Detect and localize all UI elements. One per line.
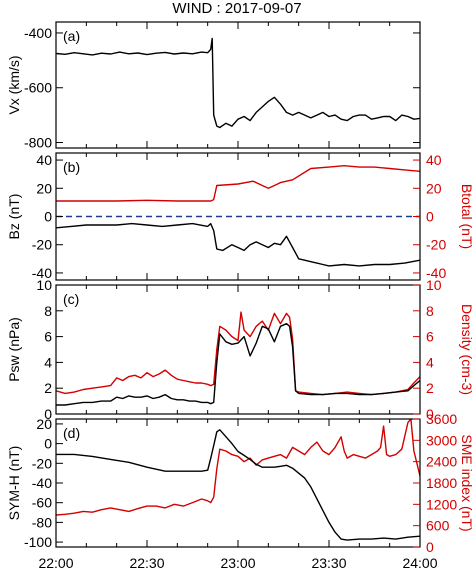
series-line-psw xyxy=(56,323,420,406)
y-tick-label: 2 xyxy=(44,380,52,396)
y2-tick-label: 1800 xyxy=(426,475,457,491)
x-tick-label: 22:00 xyxy=(38,555,73,571)
y-axis-title: Bz (nT) xyxy=(6,194,22,240)
panel-b: 40 20 0 -20 -40 40 20 0 -20 -40 (b) Bz (nT) Btotal (… xyxy=(6,152,474,281)
panel-label: (d) xyxy=(63,425,80,441)
y-tick-label: -20 xyxy=(32,455,52,471)
series-line-bz xyxy=(56,222,420,267)
y-axis-title: Psw (nPa) xyxy=(6,317,22,382)
y-tick-label: 6 xyxy=(44,329,52,345)
y-tick-label: 8 xyxy=(44,303,52,319)
y-tick-label: -40 xyxy=(32,475,52,491)
panels: -400-600-800(a)Vx (km/s)40200-20-4040200… xyxy=(6,21,474,555)
y2-tick-label: 0 xyxy=(426,539,434,555)
panel-label: (a) xyxy=(63,28,80,44)
y-axis-title: SYM-H (nT) xyxy=(6,446,22,521)
y-tick-label: 20 xyxy=(36,416,52,432)
y-tick-label: 20 xyxy=(36,180,52,196)
series-line-btotal xyxy=(56,165,420,202)
y-tick-label: -40 xyxy=(32,265,52,281)
y2-tick-label: 2 xyxy=(426,380,434,396)
y-tick-label: -80 xyxy=(32,514,52,530)
y2-tick-label: 0 xyxy=(426,406,434,422)
y2-axis-title: Btotal (nT) xyxy=(459,184,474,249)
y-tick-label: -600 xyxy=(24,80,52,96)
y2-tick-label: 1200 xyxy=(426,496,457,512)
y-tick-label: 0 xyxy=(44,209,52,225)
y-tick-label: 0 xyxy=(44,406,52,422)
y-tick-label: -60 xyxy=(32,495,52,511)
panel-label: (b) xyxy=(63,159,80,175)
y-tick-label: -20 xyxy=(32,237,52,253)
series-line-sym-h xyxy=(56,429,420,541)
y2-tick-label: 20 xyxy=(426,180,442,196)
figure-title: WIND : 2017-09-07 xyxy=(172,0,301,17)
y2-tick-label: 3000 xyxy=(426,432,457,448)
panel-d: 20 0 -20 -40 -60 -80 -100 3600 3000 2400 1800 1200 6… xyxy=(6,411,474,555)
y2-axis-title: Density (cm-3) xyxy=(459,304,474,395)
y-tick-label: 40 xyxy=(36,152,52,168)
x-axis-labels: 22:00 22:30 23:00 23:30 24:00 xyxy=(38,555,437,571)
y-tick-label: 0 xyxy=(44,436,52,452)
y-axis-title: Vx (km/s) xyxy=(6,55,22,114)
y2-tick-label: 6 xyxy=(426,329,434,345)
panel-a: -400 -600 -800 (a) Vx (km/s) xyxy=(6,21,421,151)
y2-tick-label: 3600 xyxy=(426,411,457,427)
y-tick-label: 4 xyxy=(44,354,52,370)
panel-label: (c) xyxy=(63,291,79,307)
y2-axis-title: SME index (nT) xyxy=(459,434,474,531)
y2-tick-label: 2400 xyxy=(426,454,457,470)
panel-frame xyxy=(55,418,421,548)
y2-tick-label: 40 xyxy=(426,152,442,168)
y2-tick-label: -20 xyxy=(426,237,446,253)
x-tick-label: 23:30 xyxy=(311,555,346,571)
y-tick-label: 10 xyxy=(36,277,52,293)
y-tick-label: -800 xyxy=(24,135,52,151)
x-tick-label: 23:00 xyxy=(220,555,255,571)
y2-tick-label: 10 xyxy=(426,277,442,293)
y2-tick-label: 8 xyxy=(426,303,434,319)
series-line-vx xyxy=(56,37,420,129)
y-tick-label: -400 xyxy=(24,25,52,41)
panel-c: 0 2 4 6 8 10 0 2 4 6 8 10 (c) Psw (nPa) Density (cm-3) xyxy=(6,277,474,422)
x-tick-label: 22:30 xyxy=(129,555,164,571)
series-line-density xyxy=(56,311,420,396)
y2-tick-label: 600 xyxy=(426,518,450,534)
panel-frame xyxy=(55,21,421,149)
x-tick-label: 24:00 xyxy=(402,555,437,571)
y2-tick-label: 4 xyxy=(426,354,434,370)
y2-tick-label: -40 xyxy=(426,265,446,281)
y2-tick-label: 0 xyxy=(426,209,434,225)
y-tick-label: -100 xyxy=(24,534,52,550)
series-line-sme-index xyxy=(56,419,420,516)
